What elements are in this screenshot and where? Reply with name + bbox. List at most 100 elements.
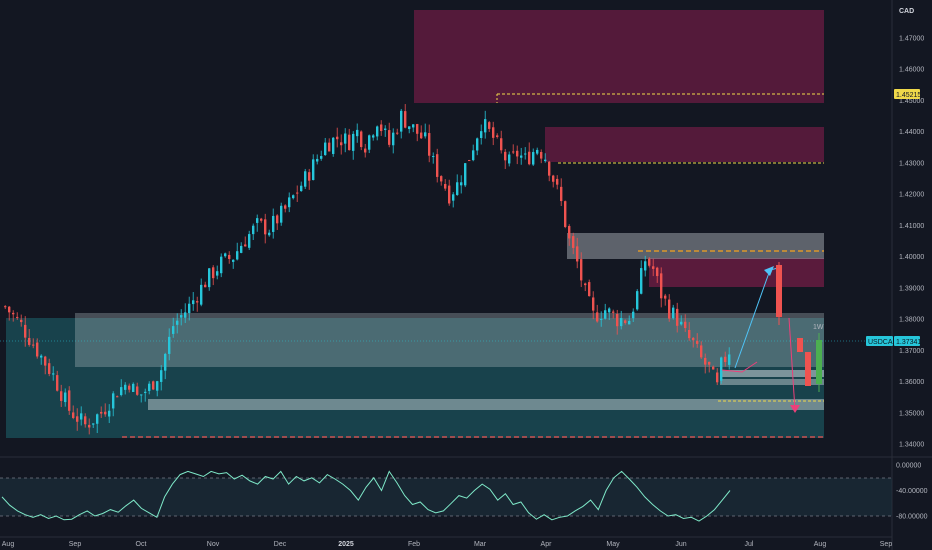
candle-body	[656, 267, 659, 277]
candle-body	[364, 148, 367, 153]
candle-body	[472, 150, 475, 161]
time-axis: Aug Sep Oct Nov Dec 2025 Feb Mar Apr May Jun Jul Aug…	[2, 541, 893, 548]
candle-body	[348, 134, 351, 151]
price-tick-label: 1.44000	[899, 129, 924, 136]
candle-body	[508, 154, 511, 164]
rsi-tick-label: -40.00000	[896, 488, 928, 495]
candle-body	[680, 321, 683, 325]
candle-body	[380, 124, 383, 132]
candle-body	[228, 254, 231, 259]
candle-body	[256, 218, 259, 223]
candle-body	[344, 133, 347, 144]
price-tick-label: 1.42000	[899, 192, 924, 199]
candle-body	[112, 393, 115, 409]
candle-body	[300, 185, 303, 192]
candle-body	[644, 261, 647, 271]
candle-body	[504, 151, 507, 161]
projection-up-arrowhead	[764, 266, 774, 276]
light-range-zone[interactable]	[75, 313, 824, 367]
candle-body	[80, 413, 83, 420]
supply-zone-upper[interactable]	[545, 127, 824, 162]
candle-body	[420, 132, 423, 139]
candle-body	[432, 156, 435, 158]
time-tick-label: Apr	[541, 541, 553, 548]
level-tag-bg	[894, 89, 920, 99]
candle-body	[356, 129, 359, 137]
candle-body	[108, 410, 111, 417]
candle-body	[52, 373, 55, 375]
grey-resistance-zone[interactable]	[567, 233, 824, 259]
candle-body	[172, 326, 175, 334]
price-tick-label: 1.34000	[899, 442, 924, 449]
candlestick-series	[4, 104, 731, 435]
projection-small-path	[721, 361, 758, 373]
rsi-line	[1, 470, 731, 522]
lower-support-band[interactable]	[148, 399, 824, 410]
candle-body	[312, 159, 315, 180]
candle-body	[452, 194, 455, 201]
candle-body	[336, 136, 339, 140]
time-tick-label: Oct	[136, 541, 147, 548]
candle-body	[556, 178, 559, 185]
candle-body	[652, 266, 655, 269]
candle-body	[664, 295, 667, 299]
candle-body	[488, 122, 491, 129]
candle-body	[700, 345, 703, 358]
last-price-tag-bg	[894, 336, 920, 346]
candle-body	[576, 246, 579, 262]
candle-body	[492, 127, 495, 138]
price-tick-label: 1.41000	[899, 223, 924, 230]
supply-zone-top[interactable]	[414, 10, 824, 103]
candle-body	[328, 142, 331, 152]
demand-zone-large[interactable]	[6, 318, 824, 438]
candle-body	[320, 156, 323, 159]
candle-body	[200, 284, 203, 305]
candle-body	[456, 182, 459, 195]
candle-body	[532, 152, 535, 165]
candle-body	[316, 158, 319, 162]
interval-label: 1W	[813, 324, 824, 331]
candle-body	[44, 356, 47, 366]
candle-body	[536, 149, 539, 154]
candle-body	[92, 423, 95, 425]
candle-body	[84, 416, 87, 425]
candle-body	[268, 232, 271, 236]
candle-body	[444, 183, 447, 189]
candle-body	[156, 381, 159, 391]
candle-body	[428, 133, 431, 156]
candle-body	[340, 142, 343, 146]
candle-body	[660, 273, 663, 299]
candle-body	[100, 411, 103, 414]
candle-body	[688, 329, 691, 339]
symbol-tag-bg	[866, 336, 893, 346]
candle-body	[632, 311, 635, 319]
candle-body	[388, 130, 391, 145]
price-tick-label: 1.35000	[899, 410, 924, 417]
candle-body	[480, 131, 483, 138]
time-tick-label: Aug	[814, 541, 827, 548]
candle-body	[40, 355, 43, 358]
price-tick-label: 1.43000	[899, 160, 924, 167]
candle-body	[516, 150, 519, 157]
candle-body	[704, 357, 707, 365]
time-tick-label: Jun	[675, 541, 686, 548]
candle-body	[596, 312, 599, 322]
candle-body	[580, 259, 583, 281]
candle-body	[136, 386, 139, 395]
candle-body	[548, 161, 551, 176]
candle-body	[224, 253, 227, 257]
candle-body	[352, 133, 355, 151]
time-tick-label: Mar	[474, 541, 487, 548]
candle-body	[244, 244, 247, 247]
candle-body	[120, 387, 123, 396]
candle-body	[176, 320, 179, 325]
candle-body	[584, 283, 587, 286]
candle-body	[376, 126, 379, 137]
candle-body	[564, 201, 567, 227]
candle-body	[160, 370, 163, 382]
candle-body	[276, 215, 279, 224]
supply-zone-lower[interactable]	[649, 258, 824, 287]
candle-body	[88, 424, 91, 428]
candle-body	[296, 192, 299, 194]
